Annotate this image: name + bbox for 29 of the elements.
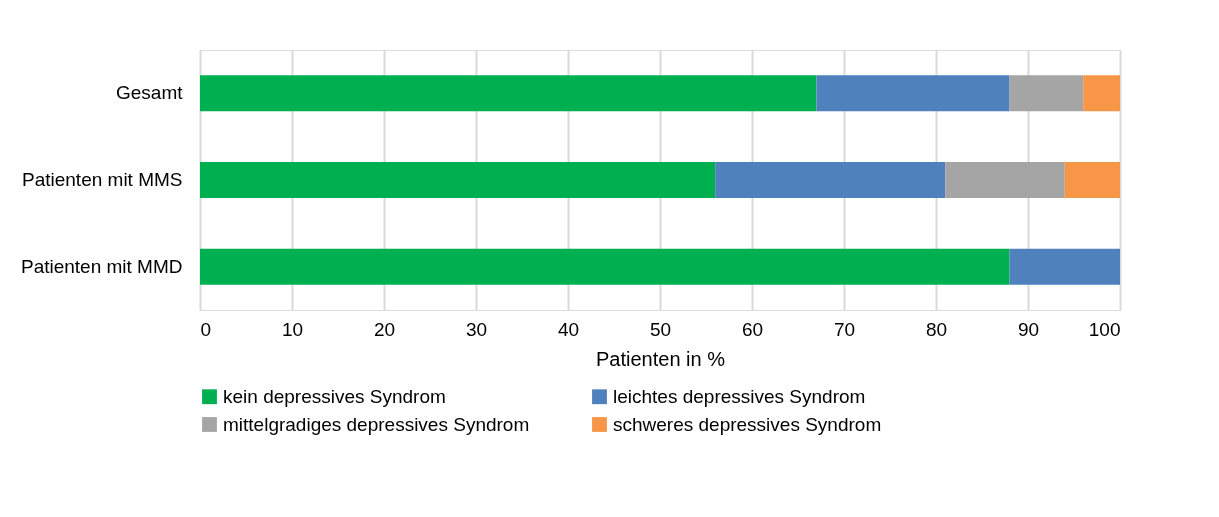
bar: [1009, 248, 1120, 285]
x-tick-label: 30: [465, 318, 488, 340]
legend-label: schweres depressives Syndrom: [613, 413, 882, 435]
x-tick-label: 100: [1088, 318, 1121, 340]
legend-label: leichtes depressives Syndrom: [613, 385, 866, 407]
bar: [1083, 75, 1120, 112]
x-tick-label: 10: [281, 318, 304, 340]
bar: [1064, 162, 1120, 198]
y-tick-label: Gesamt: [115, 82, 184, 104]
x-tick-label: 80: [925, 318, 948, 340]
bar: [816, 75, 1010, 112]
bar: [715, 162, 946, 198]
bar: [200, 248, 1010, 285]
x-tick-label: 60: [741, 318, 764, 340]
bar: [200, 162, 716, 198]
x-tick-label: 0: [200, 318, 212, 340]
x-tick-label: 90: [1017, 318, 1040, 340]
x-tick-label: 40: [557, 318, 580, 340]
legend-label: kein depressives Syndrom: [223, 385, 446, 407]
x-axis-title: Patienten in %: [596, 347, 726, 370]
x-tick-label: 20: [373, 318, 396, 340]
bar: [945, 162, 1065, 198]
x-tick-label: 50: [649, 318, 672, 340]
bar: [200, 75, 817, 112]
x-tick-label: 70: [833, 318, 856, 340]
legend-label: mittelgradiges depressives Syndrom: [223, 413, 530, 435]
y-tick-label: Patienten mit MMD: [20, 255, 183, 277]
y-tick-label: Patienten mit MMS: [22, 169, 183, 190]
bar: [1009, 75, 1084, 112]
